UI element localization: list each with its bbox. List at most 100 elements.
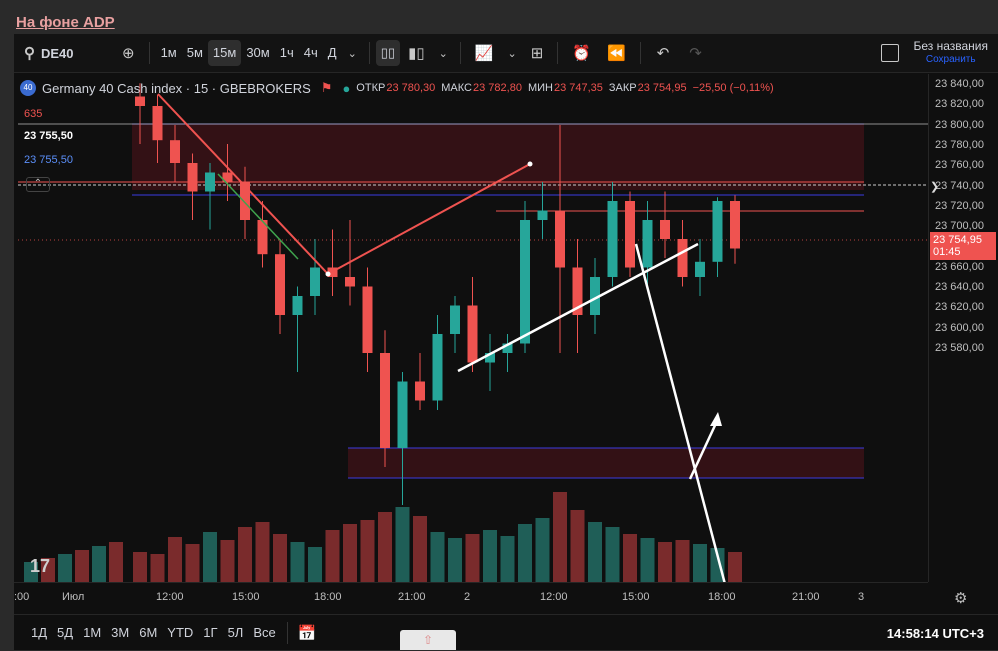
range-button[interactable]: 5Л xyxy=(227,625,244,640)
separator xyxy=(148,42,150,64)
redo-icon[interactable]: ↷ xyxy=(689,45,702,62)
candle-body xyxy=(415,381,425,401)
anchor-point xyxy=(527,161,533,167)
candle-body xyxy=(397,381,408,448)
undo-icon[interactable]: ↶ xyxy=(656,45,670,62)
indicators-icon[interactable]: 📈 xyxy=(474,45,494,62)
flag-icon[interactable]: ⚑ xyxy=(320,80,333,95)
volume-bar xyxy=(343,524,357,582)
add-symbol-icon[interactable]: ⊕ xyxy=(122,45,135,62)
candle-body xyxy=(607,201,618,277)
time-axis[interactable]: :00 Июл 12:00 15:00 18:00 21:00 2 12:00 15:00 18:… xyxy=(14,582,928,611)
volume-bar xyxy=(75,550,89,582)
scroll-up-tab[interactable]: ⇧ xyxy=(400,630,456,650)
supply-zone xyxy=(132,124,864,190)
date-range-icon[interactable]: 📅 xyxy=(297,625,317,642)
indicators-dropdown-icon[interactable]: ⌄ xyxy=(507,47,517,60)
range-button[interactable]: YTD xyxy=(167,625,194,640)
crosshair-arrow-icon: ❯ xyxy=(930,181,940,193)
anchor-point xyxy=(325,271,331,277)
interval-5m[interactable]: 5м xyxy=(186,45,203,60)
market-status-icon: ● xyxy=(342,80,351,96)
layout-name: Без названия xyxy=(913,39,988,53)
separator xyxy=(557,42,559,64)
candle-body xyxy=(695,261,705,277)
volume-bar xyxy=(150,554,165,582)
candle-body xyxy=(222,172,233,182)
volume-bars xyxy=(24,492,742,582)
interval-15m[interactable]: 15м xyxy=(207,40,242,66)
candle-body xyxy=(187,163,198,192)
range-button[interactable]: 1Д xyxy=(31,625,48,640)
time-tick: 15:00 xyxy=(232,591,260,603)
interval-30m[interactable]: 30м xyxy=(246,45,270,60)
replay-icon[interactable]: ⏪ xyxy=(607,45,626,62)
candle-body xyxy=(590,277,600,315)
layout-name-block[interactable]: Без названия Сохранить xyxy=(913,40,988,66)
range-button[interactable]: 5Д xyxy=(57,625,74,640)
range-button[interactable]: 6М xyxy=(139,625,158,640)
time-tick: 12:00 xyxy=(156,591,184,603)
candle-body xyxy=(677,239,688,277)
interval-4h[interactable]: 4ч xyxy=(303,45,318,60)
settings-gear-icon[interactable]: ⚙ xyxy=(954,590,968,607)
price-tick: 23 840,00 xyxy=(935,78,984,90)
time-tick: Июл xyxy=(62,591,85,603)
time-tick: 18:00 xyxy=(708,591,736,603)
volume-bar xyxy=(535,518,550,582)
interval-1d[interactable]: Д xyxy=(327,45,337,60)
collapse-legend-button[interactable]: ⌃ xyxy=(26,177,50,192)
candles-icon[interactable]: ▯▯ xyxy=(375,40,401,66)
volume-bar xyxy=(623,534,637,582)
side-value-white: 23 755,50 xyxy=(24,130,73,142)
open-label: ОТКР xyxy=(356,82,386,94)
price-tick: 23 580,00 xyxy=(935,341,984,354)
volume-bar xyxy=(290,542,305,582)
time-tick: 3 xyxy=(858,591,865,603)
alert-clock-icon[interactable]: ⏰ xyxy=(572,45,592,62)
time-tick: 18:00 xyxy=(314,591,342,603)
page-title[interactable]: На фоне ADP xyxy=(16,14,115,31)
time-tick: 21:00 xyxy=(398,591,426,603)
close-value: 23 754,95 xyxy=(637,82,687,94)
candle-body xyxy=(642,220,653,268)
chart-type-dropdown-icon[interactable]: ⌄ xyxy=(438,47,448,60)
volume-bar xyxy=(483,530,497,582)
price-axis[interactable]: 23 840,00 23 820,00 23 800,00 23 780,00 23 7… xyxy=(928,74,998,582)
candle-body xyxy=(310,267,320,296)
volume-bar xyxy=(675,540,690,582)
symbol-search[interactable]: ⚲ DE40 xyxy=(14,44,114,62)
tv-logo-icon: 17 xyxy=(30,556,50,576)
range-buttons: 1Д 5Д 1М 3М 6М YTD 1Г 5Л Все xyxy=(26,620,281,646)
price-tick: 23 700,00 xyxy=(935,220,984,233)
volume-bar xyxy=(185,544,200,582)
candle-body xyxy=(380,353,390,448)
interval-dropdown-icon[interactable]: ⌄ xyxy=(347,47,357,60)
high-value: 23 782,80 xyxy=(473,82,522,94)
range-button[interactable]: 1М xyxy=(83,625,102,640)
chart-window: ⚲ DE40 ⊕ 1м 5м 15м 30м 1ч 4ч Д ⌄ ▯▯ ▮▯ ⌄… xyxy=(14,34,998,650)
price-chart[interactable]: 17 xyxy=(18,74,928,582)
volume-bar xyxy=(24,562,38,582)
time-tick: 12:00 xyxy=(540,591,568,603)
range-button[interactable]: Все xyxy=(253,625,276,640)
interval-1m[interactable]: 1м xyxy=(160,45,177,60)
candle-body xyxy=(712,201,723,262)
low-value: 23 747,35 xyxy=(553,82,603,94)
open-value: 23 780,30 xyxy=(386,82,436,94)
clock[interactable]: 14:58:14 UTC+3 xyxy=(886,625,984,641)
side-value-blue: 23 755,50 xyxy=(24,154,73,166)
price-tick: 23 800,00 xyxy=(935,118,984,131)
candle-body xyxy=(432,334,443,401)
interval-1h[interactable]: 1ч xyxy=(279,45,294,60)
templates-grid-icon[interactable]: ⊞ xyxy=(530,45,544,62)
range-button[interactable]: 1Г xyxy=(203,625,218,640)
layout-checkbox-icon[interactable] xyxy=(881,44,900,62)
separator xyxy=(368,42,370,64)
volume-bar xyxy=(58,554,72,582)
instrument-legend[interactable]: 40 Germany 40 Cash index · 15 · GBEBROKE… xyxy=(20,80,774,96)
range-button[interactable]: 3М xyxy=(111,625,130,640)
price-tick: 23 740,00 xyxy=(935,179,984,192)
save-link[interactable]: Сохранить xyxy=(925,54,976,65)
bars-style-icon[interactable]: ▮▯ xyxy=(408,45,425,62)
